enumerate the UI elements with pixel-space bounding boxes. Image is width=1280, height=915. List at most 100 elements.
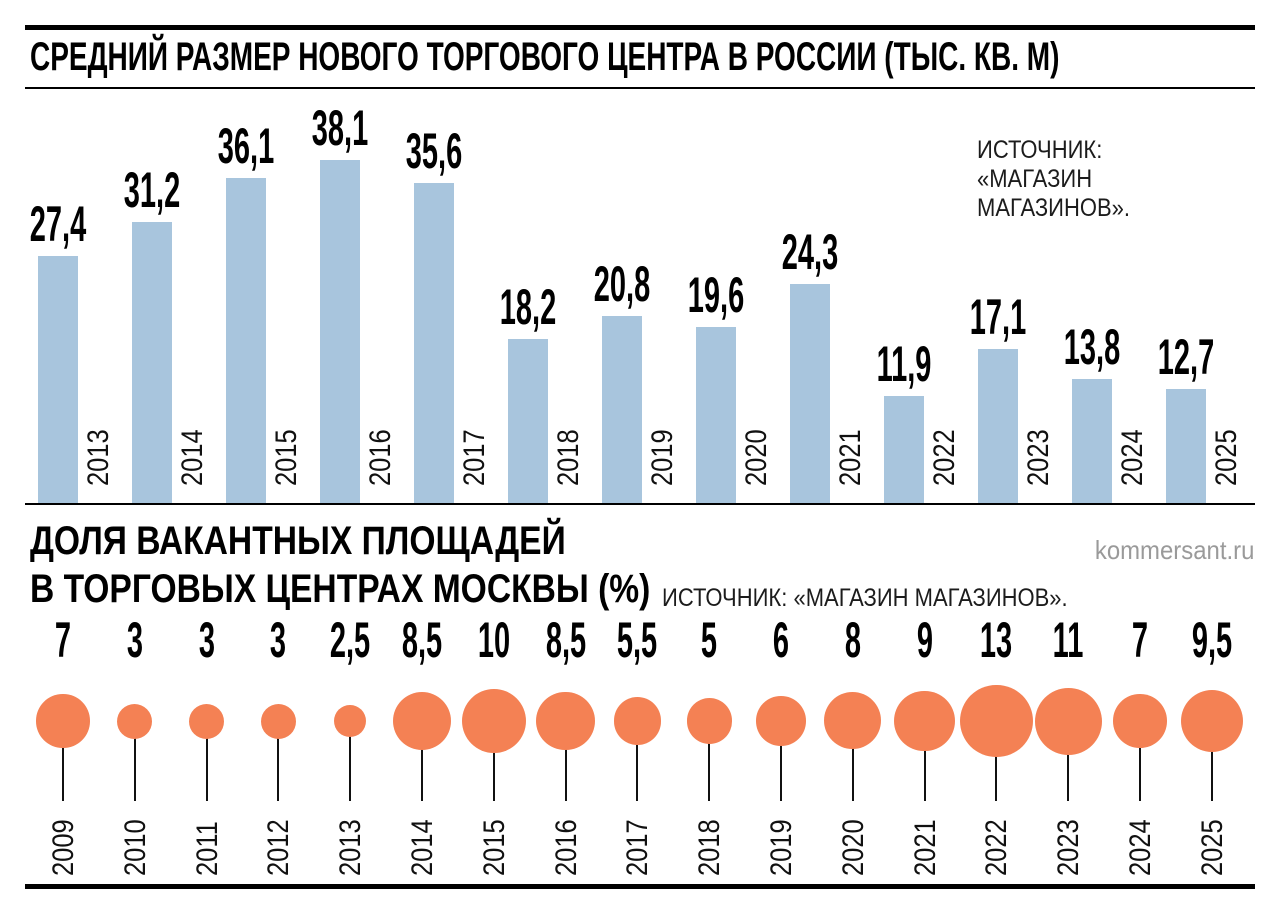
bubble-year-label: 2018 xyxy=(693,819,727,876)
bubble xyxy=(756,696,806,746)
bubble xyxy=(189,703,225,739)
title-underline xyxy=(25,87,1255,89)
bubble-chart-title: ДОЛЯ ВАКАНТНЫХ ПЛОЩАДЕЙ В ТОРГОВЫХ ЦЕНТР… xyxy=(30,517,650,613)
bubble-stem xyxy=(708,721,711,801)
bubble-value-label: 10 xyxy=(477,612,510,668)
bar-value-label: 27,4 xyxy=(29,196,87,252)
bar-value-label: 20,8 xyxy=(593,256,651,312)
bubble xyxy=(824,692,882,750)
bubble-stem xyxy=(1067,721,1070,801)
bubble-value-label: 3 xyxy=(126,612,143,668)
bubble-stem xyxy=(349,721,352,801)
bubble-stem xyxy=(995,721,998,801)
bubble xyxy=(1180,689,1243,753)
bar-year-label: 2021 xyxy=(834,429,867,486)
bar xyxy=(884,396,924,503)
bubble-value-label: 2,5 xyxy=(330,612,371,668)
bar-value-label: 11,9 xyxy=(876,336,932,392)
bar-value-label: 24,3 xyxy=(781,224,839,280)
bar-value-label: 38,1 xyxy=(311,100,369,156)
bubble-stem xyxy=(277,721,280,801)
bar-year-label: 2020 xyxy=(740,429,773,486)
bar-year-label: 2015 xyxy=(270,429,303,486)
bar-year-label: 2023 xyxy=(1022,429,1055,486)
bubble-value-label: 8,5 xyxy=(401,612,443,668)
bubble-stem xyxy=(492,721,495,801)
bubble-value-label: 11 xyxy=(1052,612,1084,668)
bubble-value-label: 8 xyxy=(844,612,861,668)
kommersant-watermark: kommersant.ru xyxy=(1094,535,1254,565)
bubble-chart-source: ИСТОЧНИК: «МАГАЗИН МАГАЗИНОВ». xyxy=(662,584,1068,612)
bubble xyxy=(613,697,662,745)
bubble-stem xyxy=(133,721,136,801)
bar-value-label: 13,8 xyxy=(1063,319,1121,375)
bar xyxy=(38,256,78,503)
bar-year-label: 2016 xyxy=(364,429,397,486)
bubble-year-label: 2020 xyxy=(836,819,870,876)
bar-year-label: 2025 xyxy=(1210,429,1243,486)
bubble-chart-title-line: В ТОРГОВЫХ ЦЕНТРАХ МОСКВЫ (%) xyxy=(30,567,651,611)
bubble-year-label: 2022 xyxy=(980,819,1014,876)
bubble-year-label: 2011 xyxy=(190,821,224,876)
bubble-stem xyxy=(564,721,567,801)
bubble xyxy=(117,703,153,739)
bubble-value-label: 8,5 xyxy=(545,612,586,668)
bubble-year-label: 2010 xyxy=(118,819,152,876)
source-line: «МАГАЗИН xyxy=(977,165,1093,193)
bubble-stem xyxy=(205,721,208,801)
bar-value-label: 18,2 xyxy=(499,279,557,335)
bottom-rule xyxy=(25,884,1255,889)
bubble-year-label: 2015 xyxy=(477,819,511,876)
bar-value-label: 31,2 xyxy=(123,162,181,218)
bar-year-label: 2019 xyxy=(646,429,679,486)
bubble-stem xyxy=(851,721,854,801)
bar-year-label: 2024 xyxy=(1116,429,1149,486)
bubble-value-label: 5,5 xyxy=(617,612,658,668)
bubble-year-label: 2025 xyxy=(1195,819,1229,876)
bar-chart-title: СРЕДНИЙ РАЗМЕР НОВОГО ТОРГОВОГО ЦЕНТРА В… xyxy=(30,35,1060,79)
bubble-year-label: 2016 xyxy=(549,819,583,876)
bubble xyxy=(260,703,296,739)
bar xyxy=(978,349,1018,503)
bubble-stem xyxy=(923,721,926,801)
bar xyxy=(696,327,736,503)
bubble xyxy=(960,684,1033,758)
bar-value-label: 36,1 xyxy=(217,118,275,174)
bubble-year-label: 2023 xyxy=(1052,819,1086,876)
bar xyxy=(1166,389,1206,503)
bubble-value-label: 9,5 xyxy=(1191,612,1232,668)
source-line: ИСТОЧНИК: xyxy=(977,136,1103,164)
bubble-year-label: 2021 xyxy=(908,819,942,876)
bar xyxy=(320,160,360,503)
bar-year-label: 2014 xyxy=(176,429,209,486)
bubble-value-label: 5 xyxy=(701,612,718,668)
bar xyxy=(414,183,454,503)
bubble xyxy=(686,698,732,744)
bubble-year-label: 2009 xyxy=(47,819,80,876)
bubble-value-label: 3 xyxy=(198,612,215,668)
bar xyxy=(132,222,172,503)
bar-year-label: 2013 xyxy=(82,429,115,486)
bar-value-label: 19,6 xyxy=(687,267,745,323)
bubble xyxy=(36,694,90,748)
bar-chart-source: ИСТОЧНИК: «МАГАЗИН МАГАЗИНОВ». xyxy=(977,136,1130,223)
bar-year-label: 2018 xyxy=(552,429,585,486)
bar-year-label: 2017 xyxy=(458,429,491,486)
bubble-chart-title-line: ДОЛЯ ВАКАНТНЫХ ПЛОЩАДЕЙ xyxy=(30,519,566,563)
bar xyxy=(1072,379,1112,503)
bubble-year-label: 2012 xyxy=(262,819,296,876)
bubble xyxy=(461,689,526,753)
bar xyxy=(790,284,830,503)
bubble-stem xyxy=(636,721,639,801)
bubble xyxy=(894,690,955,752)
bubble xyxy=(392,691,452,751)
bubble-stem xyxy=(1139,721,1141,801)
bubble-year-label: 2013 xyxy=(334,819,368,876)
bar-year-label: 2022 xyxy=(928,429,961,486)
bubble-stem xyxy=(780,721,782,801)
bubble-value-label: 6 xyxy=(772,612,790,668)
bubble-value-label: 3 xyxy=(270,612,287,668)
bubble-stem xyxy=(1210,721,1213,801)
bar xyxy=(602,316,642,503)
bubble-year-label: 2019 xyxy=(765,819,798,876)
